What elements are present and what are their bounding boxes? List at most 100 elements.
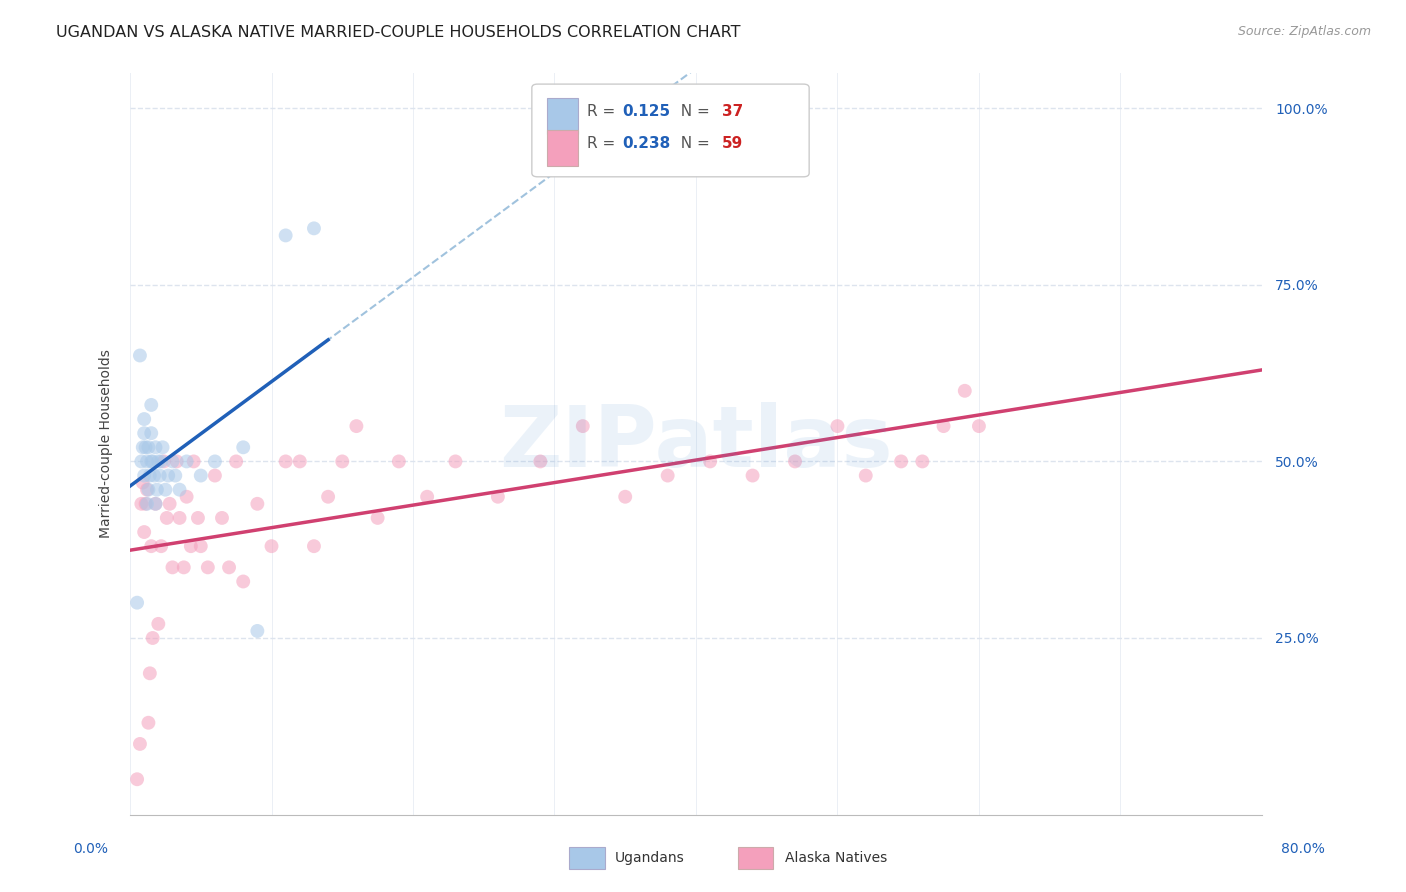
Point — [129, 737, 152, 751]
Point — [246, 497, 269, 511]
Point — [148, 454, 170, 468]
Point — [246, 624, 269, 638]
Point — [344, 419, 367, 434]
FancyBboxPatch shape — [531, 84, 810, 177]
Text: 80.0%: 80.0% — [1281, 842, 1324, 856]
Point — [827, 419, 849, 434]
Point — [169, 511, 191, 525]
Point — [288, 454, 311, 468]
Point — [141, 454, 163, 468]
Text: 0.125: 0.125 — [623, 104, 671, 119]
Point — [211, 511, 233, 525]
Text: R =: R = — [588, 104, 620, 119]
Point — [138, 715, 160, 730]
Point — [136, 454, 159, 468]
Point — [204, 468, 226, 483]
Point — [139, 468, 162, 483]
Point — [444, 454, 467, 468]
Point — [165, 468, 187, 483]
Point — [330, 454, 353, 468]
Point — [132, 475, 155, 490]
Point — [135, 440, 157, 454]
Point — [145, 497, 167, 511]
Point — [274, 228, 297, 243]
Point — [187, 511, 209, 525]
Point — [169, 483, 191, 497]
Point — [127, 772, 149, 787]
Point — [132, 440, 155, 454]
Text: 0.238: 0.238 — [623, 136, 671, 151]
Point — [232, 440, 254, 454]
Point — [180, 539, 202, 553]
Point — [571, 419, 593, 434]
Point — [218, 560, 240, 574]
Point — [190, 539, 212, 553]
Point — [302, 221, 325, 235]
Point — [316, 490, 339, 504]
Point — [157, 468, 180, 483]
Point — [138, 440, 160, 454]
Point — [657, 468, 679, 483]
Point — [486, 490, 509, 504]
Point — [139, 666, 162, 681]
Point — [138, 483, 160, 497]
Point — [932, 419, 955, 434]
Text: 59: 59 — [723, 136, 744, 151]
Point — [136, 497, 159, 511]
Point — [911, 454, 934, 468]
Point — [141, 426, 163, 441]
Text: R =: R = — [588, 136, 620, 151]
Point — [148, 616, 170, 631]
Point — [152, 440, 174, 454]
Text: Source: ZipAtlas.com: Source: ZipAtlas.com — [1237, 25, 1371, 38]
Point — [741, 468, 763, 483]
Point — [136, 483, 159, 497]
Point — [416, 490, 439, 504]
Point — [183, 454, 205, 468]
Point — [197, 560, 219, 574]
Text: N =: N = — [671, 136, 714, 151]
Point — [131, 497, 153, 511]
Point — [176, 490, 198, 504]
Point — [143, 468, 166, 483]
Point — [274, 454, 297, 468]
Point — [190, 468, 212, 483]
Point — [142, 454, 165, 468]
Point — [173, 560, 195, 574]
Point — [141, 539, 163, 553]
Point — [162, 454, 184, 468]
Text: 0.0%: 0.0% — [73, 842, 108, 856]
Point — [142, 631, 165, 645]
Point — [302, 539, 325, 553]
FancyBboxPatch shape — [547, 98, 578, 134]
Point — [150, 539, 173, 553]
Point — [614, 490, 637, 504]
Point — [967, 419, 990, 434]
Point — [145, 497, 167, 511]
Point — [149, 468, 172, 483]
Text: UGANDAN VS ALASKA NATIVE MARRIED-COUPLE HOUSEHOLDS CORRELATION CHART: UGANDAN VS ALASKA NATIVE MARRIED-COUPLE … — [56, 25, 741, 40]
Point — [153, 454, 176, 468]
Text: Alaska Natives: Alaska Natives — [785, 851, 887, 865]
Point — [367, 511, 389, 525]
Point — [699, 454, 721, 468]
Point — [162, 560, 184, 574]
Point — [156, 511, 179, 525]
Text: Ugandans: Ugandans — [614, 851, 685, 865]
Point — [176, 454, 198, 468]
Point — [529, 454, 551, 468]
Point — [134, 468, 156, 483]
Point — [204, 454, 226, 468]
Point — [134, 524, 156, 539]
Point — [855, 468, 877, 483]
Point — [953, 384, 976, 398]
Point — [129, 349, 152, 363]
Point — [388, 454, 411, 468]
Point — [134, 426, 156, 441]
Point — [131, 454, 153, 468]
Text: N =: N = — [671, 104, 714, 119]
Point — [225, 454, 247, 468]
Point — [155, 483, 177, 497]
Point — [232, 574, 254, 589]
Point — [146, 483, 169, 497]
